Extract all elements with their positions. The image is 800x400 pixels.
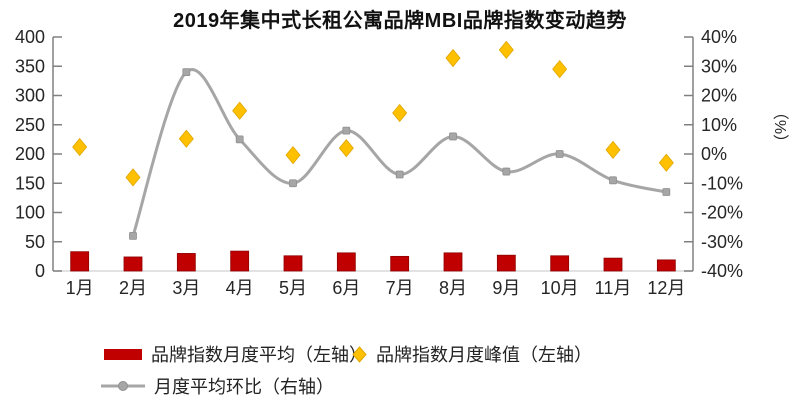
x-axis-month-label: 2月: [119, 278, 147, 298]
bar-monthly-average: [176, 253, 196, 272]
legend-label-monthly-peak: 品牌指数月度峰值（左轴）: [376, 345, 592, 365]
line-point-marker: [449, 132, 457, 141]
line-marker-icon: [101, 381, 145, 391]
line-point-marker: [555, 150, 564, 158]
x-axis-month-label: 8月: [439, 278, 467, 298]
bar-monthly-average: [336, 252, 356, 272]
legend-item-monthly-peak: 品牌指数月度峰值（左轴）: [352, 341, 592, 367]
peak-diamond-marker: [72, 137, 88, 157]
line-point-marker: [182, 68, 191, 76]
legend-label-monthly-average: 品牌指数月度平均（左轴）: [151, 345, 367, 365]
right-axis-tick-label: -40%: [701, 261, 743, 281]
x-axis-month-label: 1月: [66, 278, 94, 298]
left-axis-tick-label: 0: [35, 261, 45, 281]
right-axis-tick-label: 40%: [701, 27, 737, 47]
peak-diamond-marker: [178, 129, 194, 148]
chart-plot-area: 400 350 300 250 200 150 100 50 0 40% 30% 20% 10% 0% -1…: [15, 27, 743, 298]
peak-diamond-marker: [392, 103, 408, 123]
x-axis-month-label: 12月: [647, 278, 685, 298]
bar-monthly-average: [603, 257, 623, 272]
line-point-marker: [395, 170, 404, 179]
line-point-marker: [609, 176, 617, 185]
bar-series-swatch: [104, 348, 142, 360]
right-axis-tick-label: 20%: [701, 86, 737, 106]
peak-diamond-marker: [605, 140, 621, 160]
left-axis-tick-label: 250: [15, 115, 45, 135]
mom-change-line: [131, 68, 668, 238]
bar-monthly-average: [123, 256, 143, 272]
left-axis-tick-label: 200: [15, 144, 45, 164]
legend-label-mom-change: 月度平均环比（右轴）: [154, 377, 334, 397]
line-point-marker: [289, 179, 297, 188]
bar-monthly-average: [550, 255, 570, 272]
bar-monthly-average: [443, 252, 463, 272]
peak-diamond-marker: [232, 101, 248, 120]
left-axis-tick-label: 150: [15, 173, 45, 193]
right-axis-unit-label: （%）: [771, 103, 788, 151]
line-point-marker: [662, 188, 671, 196]
bar-monthly-average: [496, 254, 516, 272]
line-point-marker: [235, 135, 244, 144]
peak-diamond-marker: [445, 48, 461, 68]
line-point-marker: [129, 231, 137, 240]
legend-item-monthly-average: 品牌指数月度平均（左轴）: [104, 341, 367, 367]
bar-monthly-average: [656, 259, 676, 272]
line-point-marker: [342, 126, 351, 135]
x-axis-month-label: 4月: [226, 278, 254, 298]
bar-monthly-average: [283, 255, 303, 272]
x-axis-month-label: 6月: [332, 278, 360, 298]
x-axis-month-label: 11月: [595, 278, 632, 298]
right-axis-tick-label: -10%: [701, 173, 743, 193]
bar-monthly-average: [230, 250, 250, 272]
right-axis-tick-label: 30%: [701, 56, 737, 76]
bar-monthly-average: [70, 251, 90, 272]
peak-diamond-marker: [552, 60, 568, 79]
peak-diamond-marker: [498, 40, 514, 59]
right-axis-tick-label: -20%: [701, 203, 743, 223]
left-axis-tick-label: 400: [15, 27, 45, 47]
diamond-marker-icon: [352, 345, 367, 363]
left-axis-tick-label: 350: [15, 56, 45, 76]
x-axis-month-label: 10月: [541, 278, 579, 298]
right-axis-tick-label: 10%: [701, 115, 737, 135]
left-axis-tick-label: 300: [15, 86, 45, 106]
right-axis-tick-label: 0%: [701, 144, 727, 164]
x-axis-month-label: 9月: [492, 278, 520, 298]
left-axis-tick-label: 100: [15, 203, 45, 223]
peak-diamond-marker: [285, 146, 301, 165]
legend-item-mom-change: 月度平均环比（右轴）: [101, 373, 334, 399]
line-point-marker: [502, 167, 511, 176]
bar-monthly-average: [390, 255, 410, 272]
x-axis-month-label: 5月: [279, 278, 307, 298]
peak-diamond-marker: [338, 139, 354, 158]
right-axis-tick-label: -30%: [701, 232, 743, 252]
peak-diamond-marker: [658, 153, 674, 172]
chart-title: 2019年集中式长租公寓品牌MBI品牌指数变动趋势: [173, 10, 627, 32]
x-axis-month-label: 3月: [172, 278, 200, 298]
peak-diamond-marker: [125, 168, 141, 187]
left-axis-tick-label: 50: [25, 232, 45, 252]
x-axis-month-label: 7月: [386, 278, 414, 298]
